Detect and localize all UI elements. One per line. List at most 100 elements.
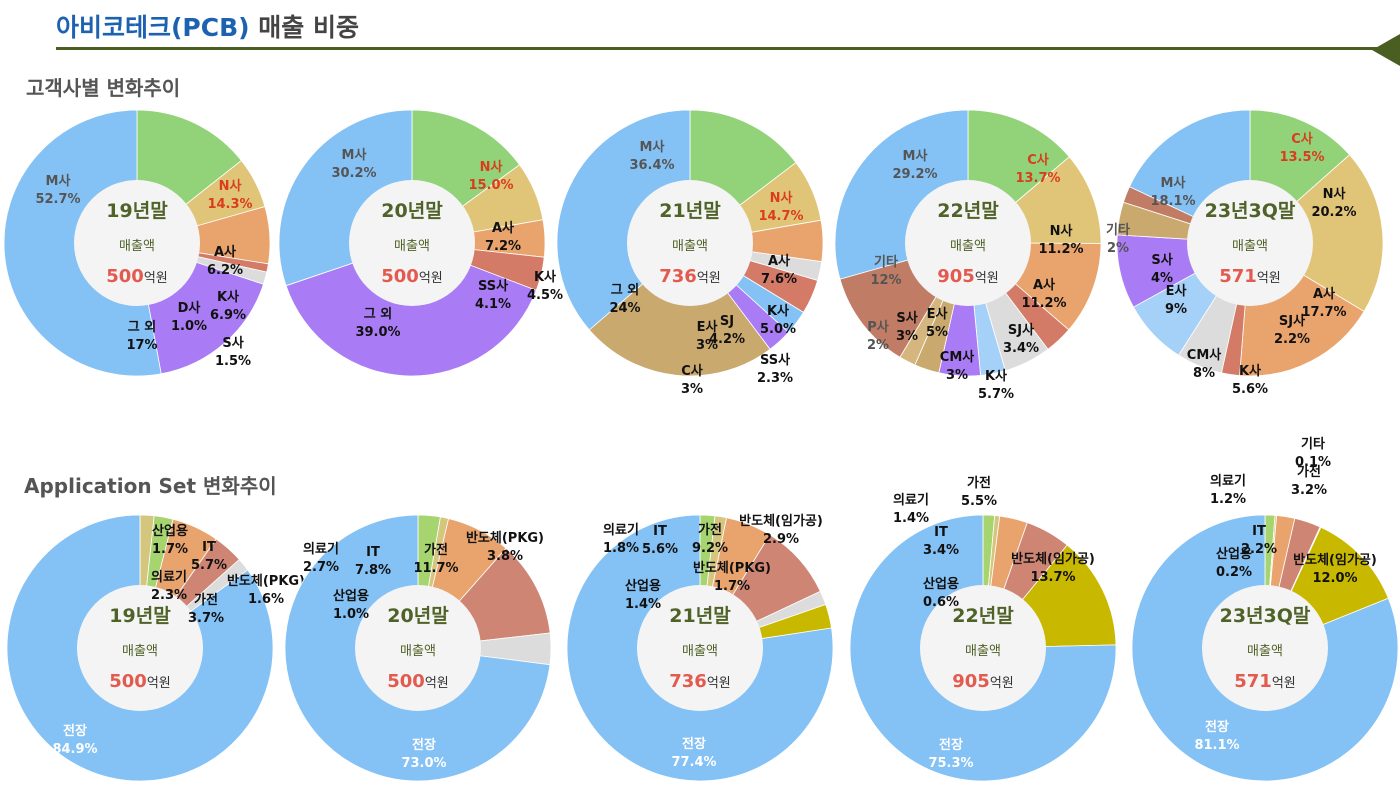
data-label-기타: 기타 0.1%	[1295, 436, 1331, 470]
data-label-반도체-pkg: 반도체(PKG) 3.8%	[466, 530, 544, 564]
center-label: 매출액	[672, 239, 708, 254]
data-label-그-외: 그 외 39.0%	[355, 306, 400, 340]
sales-value: 571억원	[1234, 671, 1296, 692]
data-label-의료기: 의료기 1.2%	[1210, 473, 1246, 507]
center-label: 매출액	[950, 239, 986, 254]
data-label-의료기: 의료기 1.4%	[893, 492, 929, 526]
data-label-반도체-임가공: 반도체(임가공) 13.7%	[1011, 551, 1095, 585]
slice-그-외	[588, 242, 771, 377]
slice-m사	[556, 109, 691, 331]
data-label-c사: C사 13.7%	[1015, 152, 1060, 186]
data-label-n사: N사 14.7%	[758, 190, 803, 224]
data-label-전장: 전장 77.4%	[671, 736, 716, 770]
data-label-산업용: 산업용 0.2%	[1216, 546, 1252, 580]
period-label: 19년말	[109, 605, 171, 627]
period-label: 19년말	[106, 200, 168, 222]
data-label-s사: S사 4%	[1151, 252, 1173, 286]
data-label-sj사: SJ사 2.2%	[1274, 313, 1310, 347]
donut-center	[905, 180, 1031, 306]
data-label-그-외: 그 외 17%	[126, 319, 157, 353]
center-label: 매출액	[122, 644, 158, 659]
data-label-의료기: 의료기 2.3%	[151, 569, 187, 603]
period-label: 20년말	[387, 605, 449, 627]
title-rule	[56, 47, 1378, 50]
data-label-it: IT 7.8%	[355, 545, 391, 578]
data-label-기타: 기타 12%	[870, 254, 901, 288]
donut-center	[1202, 585, 1328, 711]
data-label-cm사: CM사 3%	[940, 349, 974, 383]
period-label: 22년말	[952, 605, 1014, 627]
data-label-전장: 전장 73.0%	[401, 737, 446, 771]
donut-center	[77, 585, 203, 711]
donut-center	[637, 585, 763, 711]
data-label-c사: C사 3%	[681, 363, 703, 397]
data-label-m사: M사 36.4%	[629, 139, 674, 173]
donut-center	[355, 585, 481, 711]
data-label-it: IT 3.4%	[923, 525, 959, 558]
data-label-a사: A사 7.6%	[761, 253, 797, 287]
sales-value: 500억원	[109, 671, 171, 692]
data-label-의료기: 의료기 2.7%	[303, 541, 339, 575]
data-label-산업용: 산업용 0.6%	[923, 576, 959, 610]
sales-value: 500억원	[106, 266, 168, 287]
donut-center	[1187, 180, 1313, 306]
data-label-m사: M사 52.7%	[35, 173, 80, 207]
data-label-가전: 가전 5.5%	[961, 475, 997, 509]
center-label: 매출액	[1232, 239, 1268, 254]
data-label-m사: M사 30.2%	[331, 147, 376, 181]
data-label-it: IT 5.7%	[191, 540, 227, 573]
data-label-기타: 기타 2%	[1106, 222, 1130, 256]
data-label-가전: 가전 9.2%	[692, 522, 728, 556]
section-application-title: Application Set 변화추이	[24, 474, 277, 498]
data-label-s사: S사 1.5%	[215, 335, 251, 369]
sales-value: 736억원	[659, 266, 721, 287]
period-label: 23년3Q말	[1205, 200, 1296, 222]
data-label-k사: K사 5.6%	[1232, 363, 1268, 397]
data-label-그-외: 그 외 24%	[609, 282, 640, 316]
data-label-a사: A사 17.7%	[1301, 286, 1346, 320]
data-label-m사: M사 29.2%	[892, 148, 937, 182]
data-label-k사: K사 4.5%	[527, 269, 563, 303]
donut-center	[920, 585, 1046, 711]
period-label: 21년말	[669, 605, 731, 627]
data-label-k사: K사 5.0%	[760, 303, 796, 337]
data-label-cm사: CM사 8%	[1187, 347, 1221, 381]
data-label-a사: A사 11.2%	[1021, 277, 1066, 311]
data-label-반도체-임가공: 반도체(임가공) 12.0%	[1293, 552, 1377, 586]
data-label-의료기: 의료기 1.8%	[603, 522, 639, 556]
data-label-s사: S사 3%	[896, 310, 918, 344]
period-label: 23년3Q말	[1220, 605, 1311, 627]
sales-value: 905억원	[937, 266, 999, 287]
data-label-p사: P사 2%	[867, 319, 889, 353]
center-label: 매출액	[1247, 644, 1283, 659]
data-label-sj사: SJ사 3.4%	[1003, 322, 1039, 356]
data-label-n사: N사 14.3%	[207, 178, 252, 212]
center-label: 매출액	[119, 239, 155, 254]
center-label: 매출액	[394, 239, 430, 254]
data-label-가전: 가전 11.7%	[413, 542, 458, 576]
data-label-e사: E사 9%	[1165, 283, 1187, 317]
data-label-n사: N사 11.2%	[1038, 223, 1083, 257]
donut-center	[74, 180, 200, 306]
data-label-가전: 가전 3.7%	[188, 592, 224, 626]
slice-그-외	[285, 242, 537, 377]
data-label-a사: A사 6.2%	[207, 244, 243, 278]
sales-value: 905억원	[952, 671, 1014, 692]
data-label-반도체-pkg: 반도체(PKG) 1.6%	[227, 573, 305, 607]
data-label-반도체-임가공: 반도체(임가공) 2.9%	[739, 513, 823, 547]
data-label-ss사: SS사 2.3%	[757, 352, 793, 386]
donut-center	[627, 180, 753, 306]
data-label-it: IT 2.2%	[1241, 524, 1277, 557]
sales-value: 736억원	[669, 671, 731, 692]
sales-value: 500억원	[381, 266, 443, 287]
period-label: 20년말	[381, 200, 443, 222]
data-label-반도체-pkg: 반도체(PKG) 1.7%	[693, 560, 771, 594]
